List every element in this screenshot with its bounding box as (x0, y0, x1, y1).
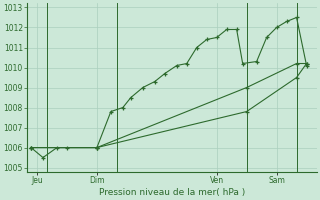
X-axis label: Pression niveau de la mer( hPa ): Pression niveau de la mer( hPa ) (99, 188, 245, 197)
